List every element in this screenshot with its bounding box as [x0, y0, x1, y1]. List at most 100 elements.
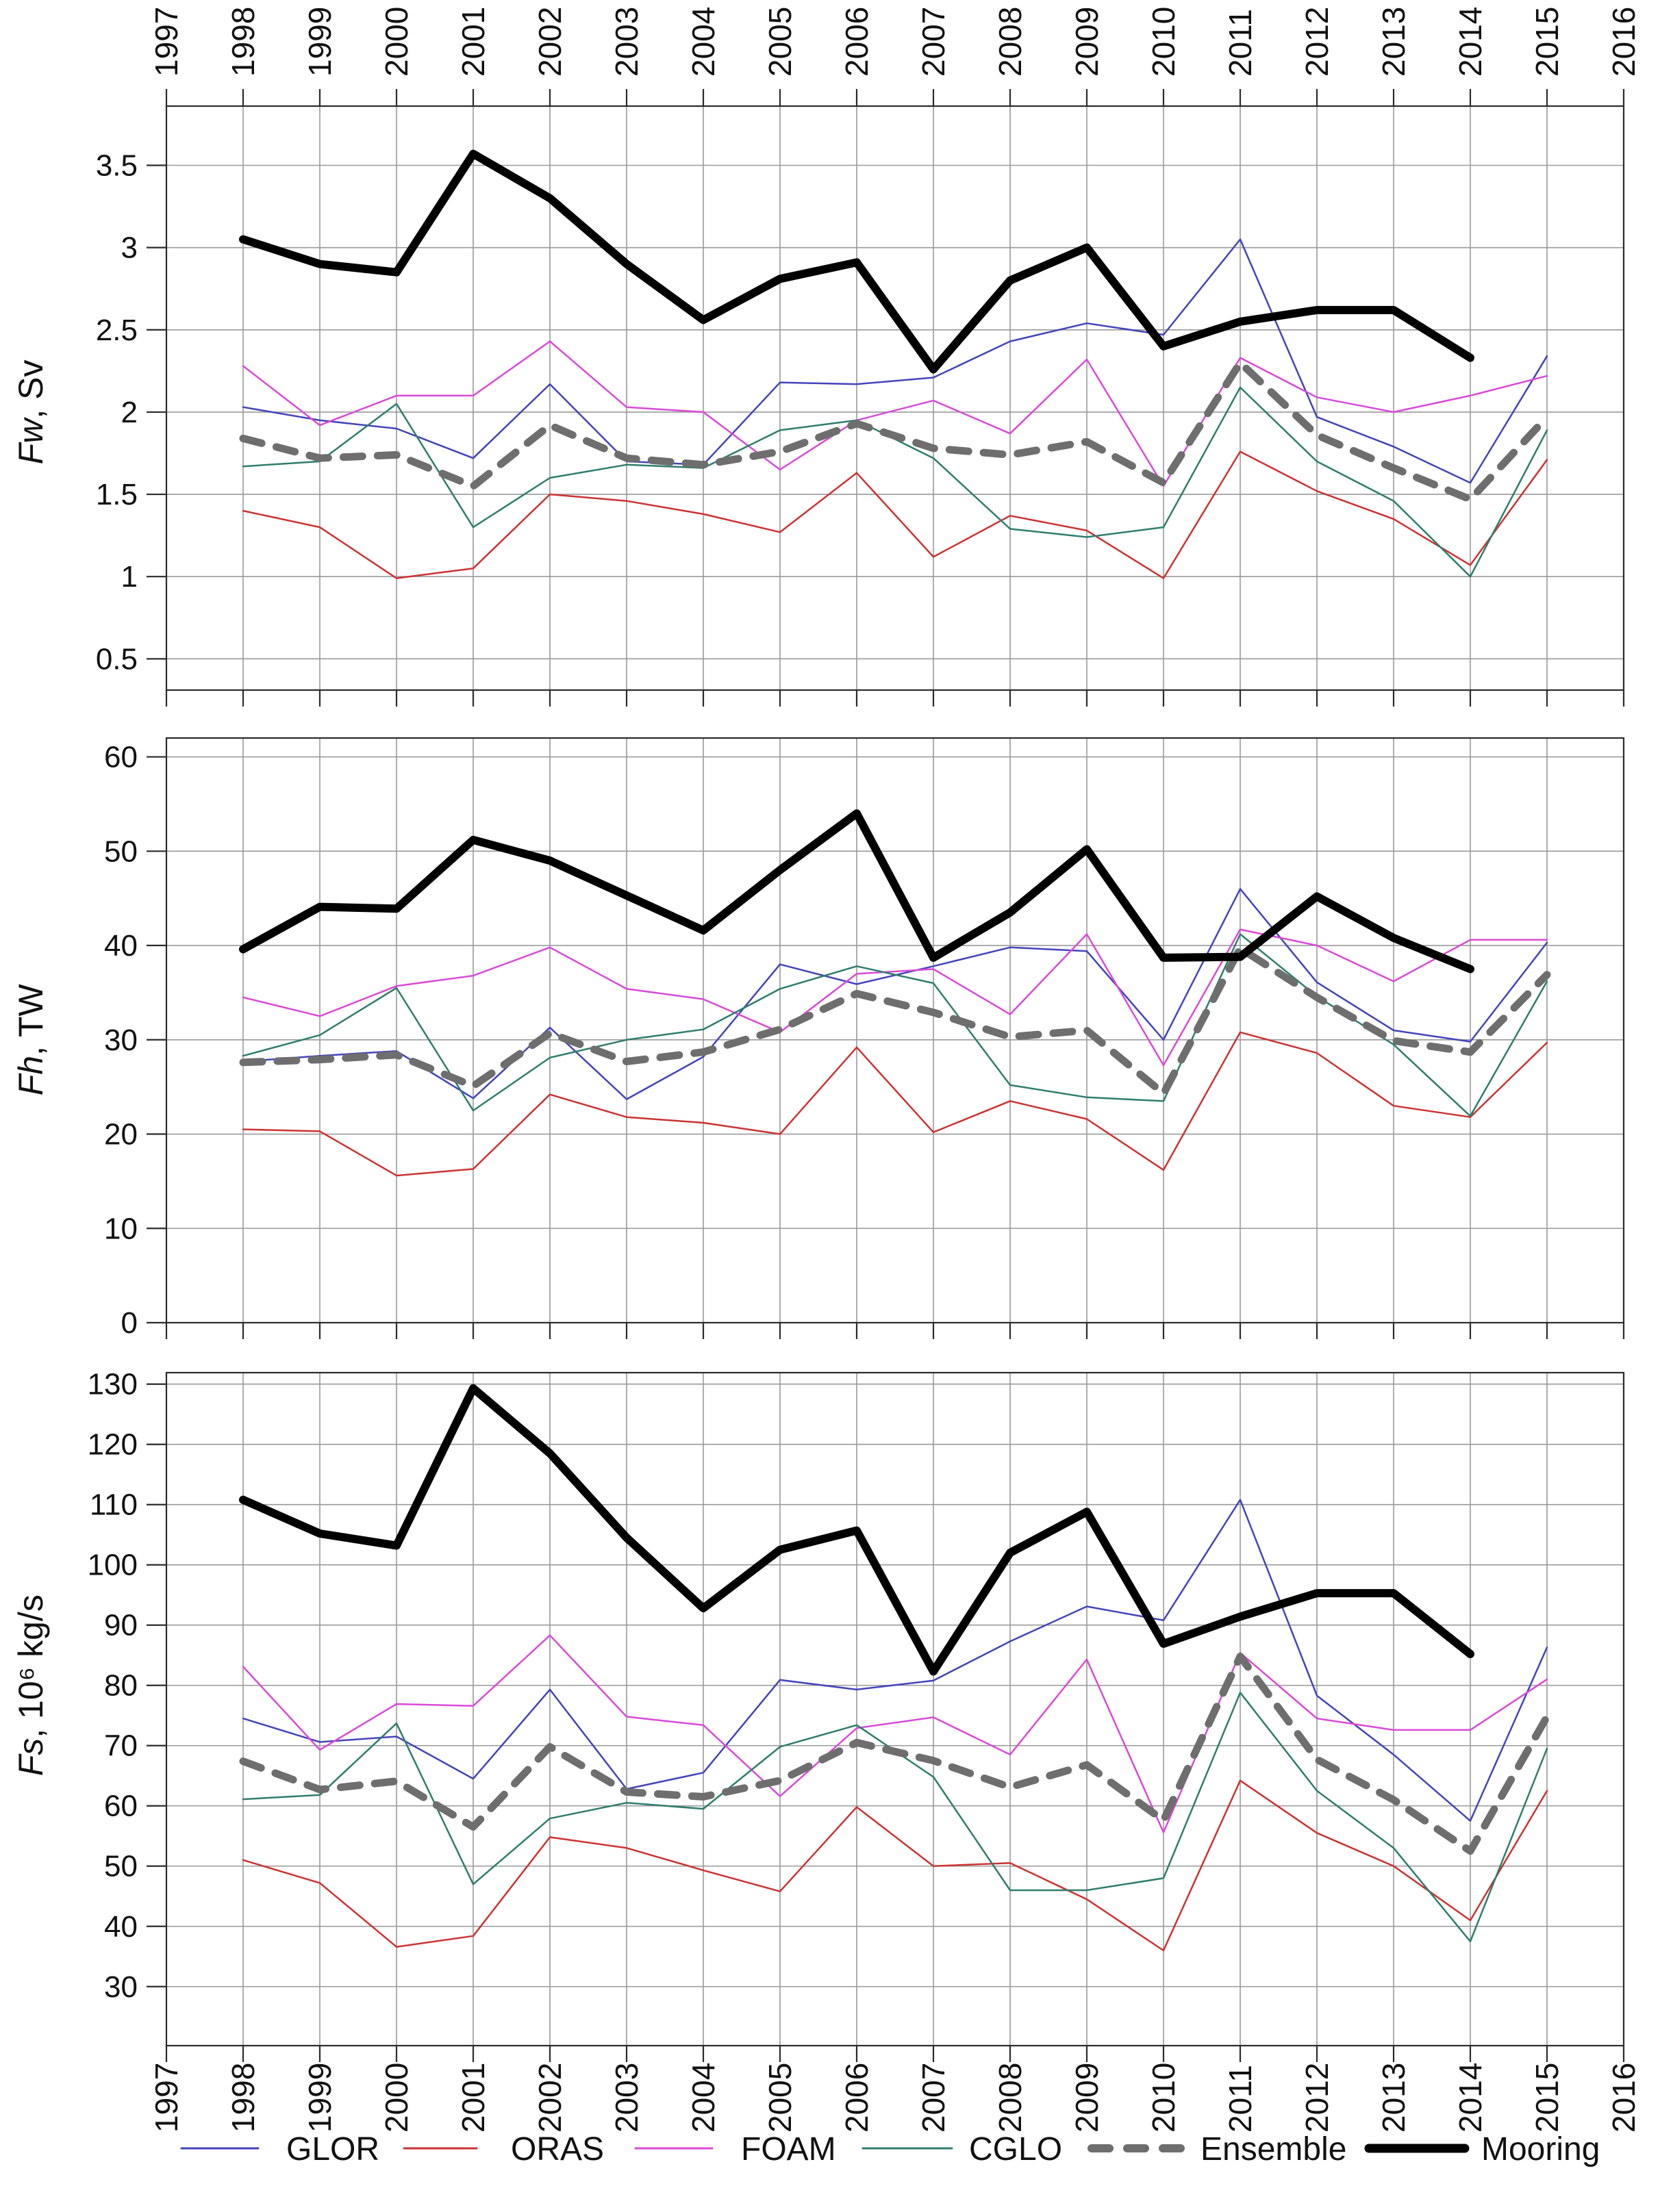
y-tick-label: 50: [104, 1850, 138, 1883]
year-label-bottom: 1997: [149, 2063, 184, 2133]
legend-item-mooring: Mooring: [1364, 2131, 1600, 2167]
fh-gridlines: [166, 738, 1624, 1323]
year-label-bottom: 2013: [1376, 2063, 1411, 2133]
fh-plot-frame: [165, 737, 1625, 1324]
year-label-top: 2003: [609, 7, 644, 77]
y-tick-label: 120: [88, 1428, 138, 1462]
y-tick-label: 30: [104, 1024, 138, 1057]
year-label-bottom: 2012: [1299, 2063, 1335, 2133]
bottom-year-axis: 1997 1998 1999 2000 2001 2002 2003 2004 2005 2006…: [149, 2063, 1642, 2133]
legend-label: Ensemble: [1200, 2131, 1346, 2167]
fs-series-lines: [239, 1384, 1551, 1952]
y-tick-label: 70: [104, 1729, 138, 1763]
y-tick-label: 60: [104, 1790, 138, 1823]
year-label-bottom: 2014: [1452, 2063, 1488, 2133]
year-label-top: 2005: [762, 7, 798, 77]
fh-chart-panel: 60 50 40 30 20 10 0 Fh, TW: [12, 737, 1625, 1340]
legend-item-cglo: CGLO: [862, 2131, 1062, 2167]
fh-line-ensemble: [239, 944, 1551, 1097]
fs-line-ensemble: [239, 1653, 1551, 1855]
chart-legend: GLOR ORAS FOAM CGLO Ensemble Mooring: [180, 2131, 1600, 2167]
legend-label: CGLO: [969, 2131, 1062, 2167]
year-label-bottom: 2016: [1606, 2063, 1642, 2133]
legend-item-foam: FOAM: [634, 2131, 836, 2167]
fw-gridlines: [166, 106, 1624, 690]
fw-axis-title: Fw, Sv: [12, 360, 50, 465]
fs-axis-title: Fs, 10⁶ kg/s: [12, 1594, 50, 1776]
year-label-top: 2004: [686, 7, 721, 77]
year-label-top: 2006: [839, 7, 875, 77]
y-tick-label: 110: [90, 1488, 138, 1522]
year-label-top: 1999: [302, 7, 338, 77]
fs-line-mooring: [239, 1384, 1474, 1676]
fw-plot-frame: [165, 105, 1625, 691]
year-label-top: 1998: [225, 7, 261, 77]
fs-line-oras: [242, 1779, 1548, 1952]
year-label-top: 2007: [916, 7, 951, 77]
legend-label: Mooring: [1481, 2131, 1600, 2167]
fw-line-foam: [242, 340, 1548, 487]
legend-item-ensemble: Ensemble: [1087, 2131, 1346, 2167]
year-label-bottom: 2007: [916, 2063, 951, 2133]
top-year-axis: 1997 1998 1999 2000 2001 2002 2003 2004 2005 2006…: [149, 7, 1642, 77]
fh-line-glor: [242, 888, 1548, 1100]
year-label-top: 2016: [1606, 7, 1642, 77]
legend-item-oras: ORAS: [403, 2131, 604, 2167]
year-label-top: 2009: [1069, 7, 1105, 77]
fw-axis-ticks: 3.5 3 2.5 2 1.5 1 0.5: [96, 89, 1625, 707]
y-tick-label: 2.5: [96, 314, 138, 347]
fh-line-foam: [242, 928, 1548, 1067]
y-tick-label: 10: [104, 1212, 138, 1245]
y-tick-label: 3: [121, 231, 138, 265]
fs-line-glor: [242, 1499, 1548, 1822]
fw-series-lines: [239, 149, 1551, 579]
year-label-bottom: 2005: [762, 2063, 798, 2133]
year-label-top: 1997: [149, 7, 184, 77]
fs-gridlines: [166, 1373, 1624, 2046]
year-label-bottom: 2011: [1222, 2065, 1258, 2133]
y-tick-label: 0.5: [96, 642, 138, 676]
y-tick-label: 60: [104, 741, 138, 774]
y-tick-label: 100: [88, 1549, 138, 1582]
year-label-top: 2013: [1376, 7, 1411, 77]
fw-line-ensemble: [239, 359, 1551, 503]
fw-line-mooring: [239, 149, 1474, 374]
y-tick-label: 130: [88, 1368, 138, 1401]
y-tick-label: 50: [104, 835, 138, 868]
year-label-bottom: 2006: [839, 2063, 875, 2133]
year-label-top: 2000: [379, 7, 414, 77]
year-label-bottom: 2004: [686, 2063, 721, 2133]
fh-axis-title: Fh, TW: [12, 983, 50, 1095]
y-tick-label: 90: [104, 1609, 138, 1642]
fh-line-oras: [242, 1031, 1548, 1177]
fs-axis-ticks: 130 120 110 100 90 80 70 60 50 40 30: [88, 1368, 1625, 2062]
y-tick-label: 30: [104, 1970, 138, 2004]
y-tick-label: 80: [104, 1669, 138, 1703]
fh-series-lines: [239, 809, 1551, 1177]
year-label-top: 2015: [1529, 7, 1565, 77]
year-label-bottom: 2008: [992, 2063, 1028, 2133]
year-label-top: 2014: [1452, 7, 1488, 77]
year-label-top: 2010: [1146, 7, 1181, 77]
year-label-bottom: 2009: [1069, 2063, 1105, 2133]
year-label-top: 2002: [532, 7, 568, 77]
year-label-top: 2008: [992, 7, 1028, 77]
y-tick-label: 1.5: [96, 478, 138, 511]
fh-line-cglo: [242, 933, 1548, 1117]
year-label-top: 2011: [1222, 9, 1258, 77]
year-label-bottom: 2001: [455, 2063, 491, 2133]
fs-line-cglo: [242, 1692, 1548, 1943]
year-label-bottom: 2002: [532, 2063, 568, 2133]
legend-label: GLOR: [286, 2131, 379, 2167]
year-label-top: 2001: [455, 7, 491, 77]
y-tick-label: 1: [121, 560, 138, 594]
fs-chart-panel: 130 120 110 100 90 80 70 60 50 40 30 Fs, 10⁶ kg/s: [12, 1368, 1625, 2062]
y-tick-label: 3.5: [96, 149, 138, 183]
legend-item-glor: GLOR: [180, 2131, 379, 2167]
year-label-bottom: 1998: [225, 2063, 261, 2133]
year-label-bottom: 2015: [1529, 2063, 1565, 2133]
fw-chart-panel: 3.5 3 2.5 2 1.5 1 0.5 Fw, Sv: [12, 89, 1625, 707]
legend-label: FOAM: [741, 2131, 836, 2167]
fh-axis-ticks: 60 50 40 30 20 10 0: [104, 741, 1625, 1340]
